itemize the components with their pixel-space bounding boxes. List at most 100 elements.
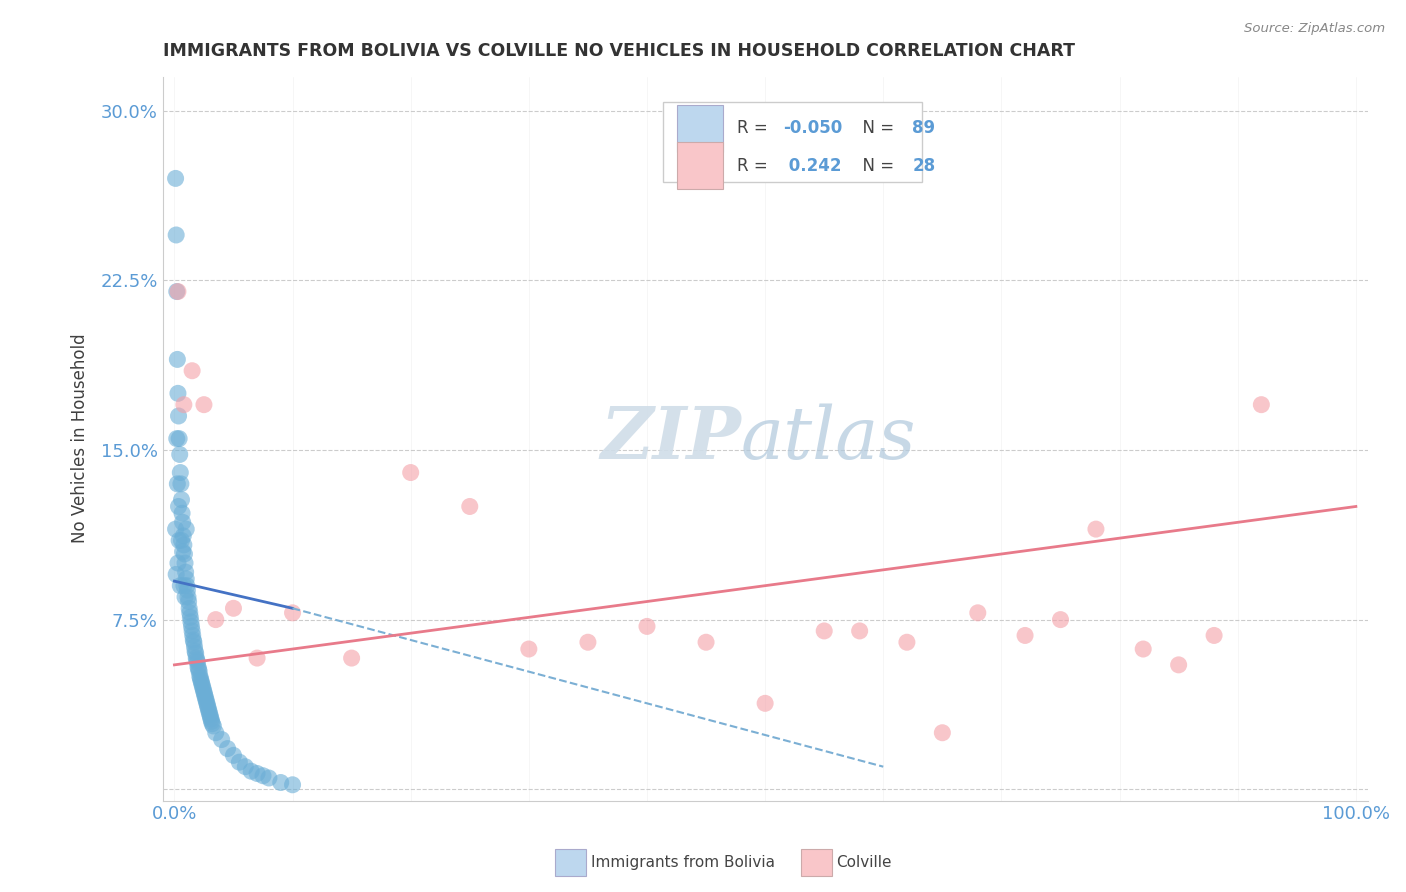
Point bbox=[458, 500, 481, 514]
Point bbox=[184, 647, 207, 661]
Point bbox=[246, 651, 269, 665]
Point bbox=[181, 364, 204, 378]
Point bbox=[204, 725, 226, 739]
Text: atlas: atlas bbox=[741, 403, 917, 474]
Point bbox=[167, 500, 190, 514]
Point bbox=[172, 529, 194, 543]
Point bbox=[1014, 628, 1036, 642]
Point bbox=[270, 775, 292, 789]
Text: N =: N = bbox=[852, 120, 900, 137]
Point bbox=[1049, 613, 1071, 627]
Point bbox=[1132, 642, 1154, 657]
Point bbox=[193, 685, 215, 699]
FancyBboxPatch shape bbox=[662, 102, 922, 182]
Point bbox=[848, 624, 870, 638]
Point bbox=[187, 660, 209, 674]
Text: ZIP: ZIP bbox=[600, 403, 741, 475]
Point bbox=[174, 572, 197, 586]
Point bbox=[222, 748, 245, 763]
Point bbox=[1084, 522, 1107, 536]
Point bbox=[177, 594, 200, 608]
Point bbox=[167, 386, 190, 401]
Point bbox=[200, 710, 222, 724]
Point bbox=[191, 681, 214, 695]
Point bbox=[183, 640, 205, 654]
Point bbox=[167, 409, 190, 423]
Text: R =: R = bbox=[737, 120, 773, 137]
Point bbox=[166, 432, 188, 446]
Point bbox=[179, 606, 201, 620]
Point bbox=[173, 398, 195, 412]
Text: R =: R = bbox=[737, 157, 773, 175]
Point bbox=[174, 565, 197, 579]
Point bbox=[896, 635, 918, 649]
Point bbox=[170, 476, 193, 491]
Text: Colville: Colville bbox=[837, 855, 891, 870]
Point bbox=[187, 662, 209, 676]
Point bbox=[1204, 628, 1226, 642]
Point bbox=[173, 579, 195, 593]
Point bbox=[186, 651, 208, 665]
Text: N =: N = bbox=[852, 157, 900, 175]
Point bbox=[252, 769, 274, 783]
Point bbox=[169, 466, 191, 480]
Point bbox=[176, 583, 198, 598]
FancyBboxPatch shape bbox=[678, 104, 723, 152]
Point bbox=[194, 690, 217, 704]
Point bbox=[194, 691, 217, 706]
Point bbox=[167, 285, 190, 299]
FancyBboxPatch shape bbox=[678, 142, 723, 189]
Point bbox=[165, 522, 187, 536]
Point bbox=[165, 227, 187, 242]
Point bbox=[166, 285, 188, 299]
Text: 28: 28 bbox=[912, 157, 935, 175]
Text: Source: ZipAtlas.com: Source: ZipAtlas.com bbox=[1244, 22, 1385, 36]
Point bbox=[195, 694, 218, 708]
Point bbox=[193, 398, 215, 412]
Point bbox=[281, 778, 304, 792]
Point bbox=[217, 741, 239, 756]
Point bbox=[166, 352, 188, 367]
Point bbox=[183, 635, 205, 649]
Point bbox=[257, 771, 280, 785]
Point bbox=[340, 651, 363, 665]
Point bbox=[167, 432, 190, 446]
Point bbox=[179, 610, 201, 624]
Point bbox=[202, 719, 225, 733]
Point bbox=[966, 606, 988, 620]
Point bbox=[931, 725, 953, 739]
Point bbox=[197, 703, 219, 717]
Point bbox=[813, 624, 835, 638]
Point bbox=[695, 635, 717, 649]
Point bbox=[197, 698, 219, 713]
Point bbox=[188, 669, 211, 683]
Point bbox=[167, 556, 190, 570]
Point bbox=[201, 714, 224, 729]
Point bbox=[173, 547, 195, 561]
Point bbox=[517, 642, 540, 657]
Point bbox=[190, 676, 212, 690]
Y-axis label: No Vehicles in Household: No Vehicles in Household bbox=[72, 334, 89, 543]
Text: 0.242: 0.242 bbox=[783, 157, 842, 175]
Point bbox=[636, 619, 658, 633]
Point bbox=[176, 579, 198, 593]
Point bbox=[399, 466, 422, 480]
Point bbox=[211, 732, 233, 747]
Point bbox=[165, 171, 187, 186]
Text: 89: 89 bbox=[912, 120, 935, 137]
Point bbox=[174, 590, 197, 604]
Point bbox=[172, 545, 194, 559]
Point bbox=[177, 590, 200, 604]
Point bbox=[576, 635, 599, 649]
Point bbox=[190, 673, 212, 688]
Text: -0.050: -0.050 bbox=[783, 120, 842, 137]
Point bbox=[170, 492, 193, 507]
Point bbox=[281, 606, 304, 620]
Point bbox=[1167, 657, 1189, 672]
Point bbox=[181, 632, 204, 647]
Point bbox=[166, 476, 188, 491]
Point bbox=[181, 624, 204, 638]
Point bbox=[754, 696, 776, 710]
Point bbox=[181, 628, 204, 642]
Point bbox=[197, 701, 219, 715]
